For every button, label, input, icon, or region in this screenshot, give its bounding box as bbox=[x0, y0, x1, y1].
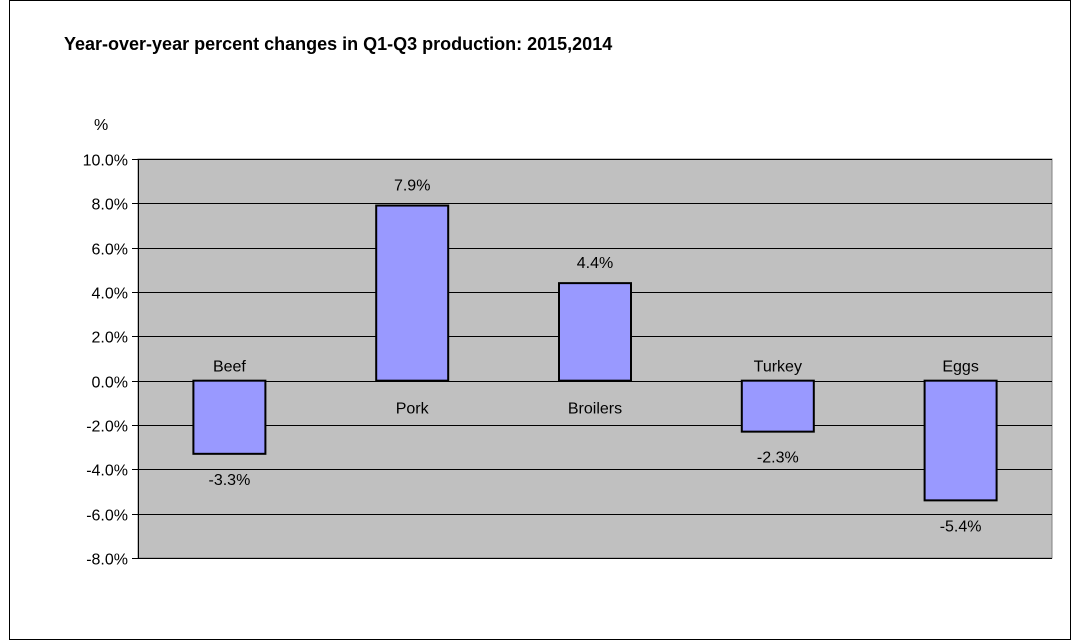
y-tick-label: 0.0% bbox=[92, 375, 128, 392]
y-tick-label: 2.0% bbox=[92, 330, 128, 347]
bar-turkey bbox=[740, 379, 815, 433]
y-axis-label: % bbox=[94, 117, 109, 134]
data-label: 7.9% bbox=[394, 178, 430, 195]
y-tick-label: -2.0% bbox=[86, 419, 128, 436]
bar-eggs bbox=[923, 379, 998, 502]
y-tick-label: 4.0% bbox=[92, 286, 128, 303]
bar-chart: 10.0% 8.0% 6.0% 4.0% 2.0% 0.0% -2.0% -4.0% -6.0%… bbox=[83, 153, 1053, 569]
y-tick-label: 10.0% bbox=[83, 153, 128, 170]
bar-beef bbox=[192, 379, 267, 455]
y-tick-label: 8.0% bbox=[92, 197, 128, 214]
bar-broilers bbox=[558, 282, 632, 382]
category-label: Eggs bbox=[942, 359, 978, 376]
y-tick-label: -4.0% bbox=[86, 463, 128, 480]
data-label: -3.3% bbox=[209, 472, 251, 489]
data-label: -2.3% bbox=[757, 450, 799, 467]
category-label: Broilers bbox=[568, 401, 622, 418]
y-tick-label: -8.0% bbox=[86, 552, 128, 569]
chart-title: Year-over-year percent changes in Q1-Q3 … bbox=[64, 34, 613, 54]
data-label: 4.4% bbox=[577, 255, 613, 272]
bar-pork bbox=[375, 204, 450, 382]
category-label: Turkey bbox=[754, 359, 802, 376]
y-tick-label: 6.0% bbox=[92, 242, 128, 259]
category-label: Beef bbox=[213, 359, 246, 376]
data-label: -5.4% bbox=[940, 518, 982, 535]
category-label: Pork bbox=[396, 401, 430, 418]
y-tick-label: -6.0% bbox=[86, 508, 128, 525]
